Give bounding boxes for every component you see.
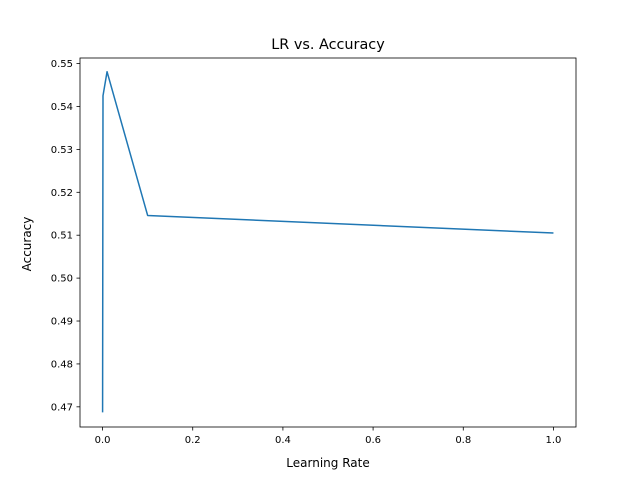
y-tick-label: 0.55 (51, 59, 73, 70)
x-tick-label: 0.8 (455, 435, 471, 446)
y-tick-label: 0.53 (51, 145, 73, 156)
y-tick-label: 0.49 (51, 317, 73, 328)
x-tick-label: 0.0 (95, 435, 111, 446)
x-tick-label: 0.4 (275, 435, 291, 446)
x-tick-label: 1.0 (546, 435, 562, 446)
chart-title: LR vs. Accuracy (271, 37, 385, 53)
x-tick-label: 0.2 (185, 435, 201, 446)
y-tick-label: 0.54 (51, 102, 73, 113)
y-tick-label: 0.52 (51, 188, 73, 199)
axes-frame (79, 57, 577, 428)
y-tick-label: 0.47 (51, 402, 73, 413)
y-tick-label: 0.50 (51, 274, 73, 285)
axes-layer: 0.0 0.2 0.4 0.6 0.8 1.0 0.47 0.48 0.49 0.50 0.51 0.… (51, 57, 577, 446)
series-line-0 (101, 70, 554, 413)
x-tick-label: 0.6 (365, 435, 381, 446)
y-axis-label: Accuracy (20, 217, 34, 272)
plot-layer (101, 70, 554, 413)
y-tick-label: 0.48 (51, 359, 73, 370)
x-axis-label: Learning Rate (286, 456, 369, 470)
y-tick-label: 0.51 (51, 231, 73, 242)
